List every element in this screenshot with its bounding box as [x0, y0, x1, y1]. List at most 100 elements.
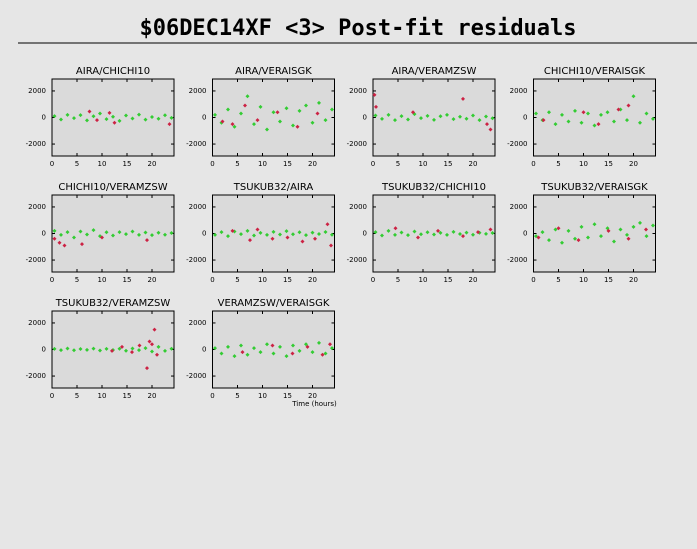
- x-tick-label: 10: [98, 276, 107, 284]
- data-point: [616, 107, 621, 112]
- x-tick-label: 10: [579, 276, 588, 284]
- x-tick-label: 5: [75, 392, 79, 400]
- data-point: [87, 109, 92, 114]
- data-point: [631, 94, 636, 99]
- x-tick-label: 10: [258, 160, 267, 168]
- data-point: [117, 230, 122, 235]
- data-point: [372, 92, 377, 97]
- data-point: [52, 114, 57, 119]
- x-tick-label: 0: [50, 160, 54, 168]
- data-point: [625, 118, 629, 123]
- data-point: [291, 123, 295, 128]
- data-point: [284, 106, 289, 111]
- data-point: [644, 111, 649, 116]
- data-point: [320, 352, 325, 357]
- data-point: [143, 230, 148, 235]
- data-point: [240, 350, 245, 355]
- data-point: [278, 232, 282, 237]
- data-point: [265, 342, 269, 347]
- data-point: [91, 346, 96, 351]
- y-tick-label: -2000: [26, 372, 46, 380]
- x-tick-label: 10: [579, 160, 588, 168]
- x-tick-label: 15: [283, 276, 292, 284]
- data-point: [451, 229, 456, 234]
- data-point: [245, 228, 250, 233]
- data-point: [386, 228, 391, 233]
- data-point: [323, 351, 328, 356]
- data-point: [612, 119, 616, 124]
- data-point: [399, 230, 404, 235]
- data-point: [330, 232, 334, 237]
- data-point: [163, 232, 167, 237]
- data-point: [553, 122, 558, 127]
- data-point: [284, 229, 289, 234]
- data-point: [104, 230, 109, 235]
- x-tick-label: 10: [98, 392, 107, 400]
- data-point: [150, 349, 154, 354]
- data-point: [258, 104, 263, 109]
- data-point: [626, 103, 631, 108]
- data-point: [488, 127, 493, 132]
- data-point: [458, 232, 462, 237]
- data-point: [471, 113, 475, 118]
- data-point: [155, 352, 159, 357]
- data-point: [393, 226, 398, 231]
- data-point: [573, 236, 577, 241]
- plot-area: [533, 194, 656, 273]
- data-point: [100, 235, 104, 240]
- x-tick-label: 5: [556, 276, 560, 284]
- data-point: [330, 107, 334, 112]
- data-point: [271, 110, 276, 115]
- plot-area: [533, 78, 656, 157]
- data-point: [156, 116, 161, 121]
- data-point: [220, 119, 225, 124]
- data-point: [625, 232, 629, 237]
- data-point: [169, 115, 174, 120]
- data-point: [458, 114, 462, 119]
- x-tick-label: 10: [419, 276, 428, 284]
- data-point: [130, 350, 134, 355]
- data-point: [592, 123, 597, 128]
- data-point: [248, 238, 252, 243]
- y-tick-label: 2000: [349, 203, 367, 211]
- data-point: [252, 122, 256, 127]
- data-point: [432, 232, 436, 237]
- data-point: [476, 230, 480, 235]
- data-point: [484, 114, 488, 119]
- data-point: [547, 110, 551, 115]
- panel-title: CHICHI10/VERAISGK: [544, 66, 646, 77]
- data-point: [110, 348, 114, 353]
- panel-title: VERAMZSW/VERAISGK: [218, 298, 330, 309]
- data-point: [399, 114, 404, 119]
- data-point: [386, 112, 391, 117]
- data-point: [534, 111, 538, 116]
- data-point: [213, 112, 217, 117]
- y-tick-label: 0: [42, 346, 46, 354]
- x-tick-label: 20: [629, 160, 638, 168]
- plot-area: [372, 78, 496, 157]
- data-point: [419, 232, 423, 237]
- data-point: [432, 117, 436, 122]
- data-point: [275, 110, 280, 115]
- x-tick-label: 0: [371, 276, 375, 284]
- y-tick-label: 2000: [28, 87, 46, 95]
- data-point: [300, 239, 305, 244]
- data-point: [297, 230, 302, 235]
- y-tick-label: 2000: [28, 319, 46, 327]
- data-point: [245, 94, 250, 99]
- data-point: [566, 228, 571, 233]
- data-point: [626, 236, 631, 241]
- data-point: [323, 230, 328, 235]
- data-point: [145, 366, 149, 371]
- panel-title: AIRA/VERAISGK: [235, 66, 312, 77]
- data-point: [270, 343, 275, 348]
- x-tick-label: 5: [396, 160, 400, 168]
- data-point: [239, 343, 243, 348]
- data-point: [65, 230, 70, 235]
- data-point: [98, 348, 102, 353]
- data-point: [255, 118, 260, 123]
- x-tick-label: 0: [210, 276, 214, 284]
- panel-title: CHICHI10/VERAMZSW: [58, 182, 167, 193]
- x-tick-label: 15: [123, 160, 132, 168]
- x-tick-label: 0: [50, 392, 54, 400]
